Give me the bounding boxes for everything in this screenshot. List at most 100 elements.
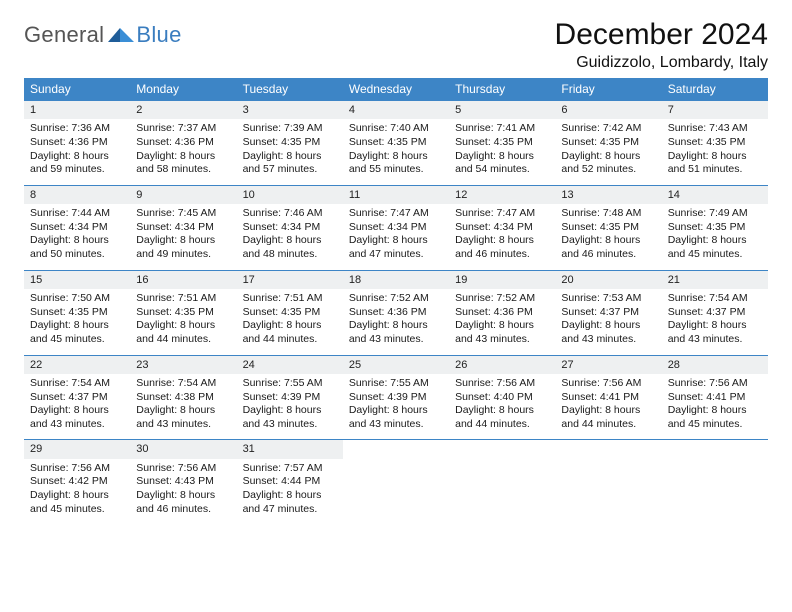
calendar-day-cell: 1Sunrise: 7:36 AMSunset: 4:36 PMDaylight… xyxy=(24,101,130,186)
day-number: 18 xyxy=(343,271,449,289)
sunset-line: Sunset: 4:41 PM xyxy=(668,391,762,405)
weekday-header: Friday xyxy=(555,78,661,101)
daylight-line: Daylight: 8 hours and 44 minutes. xyxy=(455,404,549,431)
day-details: Sunrise: 7:37 AMSunset: 4:36 PMDaylight:… xyxy=(130,119,236,185)
daylight-line: Daylight: 8 hours and 50 minutes. xyxy=(30,234,124,261)
calendar-week-row: 29Sunrise: 7:56 AMSunset: 4:42 PMDayligh… xyxy=(24,440,768,524)
weekday-header: Tuesday xyxy=(237,78,343,101)
daylight-line: Daylight: 8 hours and 44 minutes. xyxy=(561,404,655,431)
day-details: Sunrise: 7:47 AMSunset: 4:34 PMDaylight:… xyxy=(343,204,449,270)
calendar-table: Sunday Monday Tuesday Wednesday Thursday… xyxy=(24,78,768,524)
calendar-day-cell: 31Sunrise: 7:57 AMSunset: 4:44 PMDayligh… xyxy=(237,440,343,524)
daylight-line: Daylight: 8 hours and 43 minutes. xyxy=(455,319,549,346)
calendar-day-cell: 5Sunrise: 7:41 AMSunset: 4:35 PMDaylight… xyxy=(449,101,555,186)
day-details: Sunrise: 7:56 AMSunset: 4:40 PMDaylight:… xyxy=(449,374,555,440)
day-number: 29 xyxy=(24,440,130,458)
day-details: Sunrise: 7:54 AMSunset: 4:37 PMDaylight:… xyxy=(24,374,130,440)
calendar-day-cell: 20Sunrise: 7:53 AMSunset: 4:37 PMDayligh… xyxy=(555,270,661,355)
daylight-line: Daylight: 8 hours and 55 minutes. xyxy=(349,150,443,177)
daylight-line: Daylight: 8 hours and 45 minutes. xyxy=(30,319,124,346)
day-details: Sunrise: 7:55 AMSunset: 4:39 PMDaylight:… xyxy=(343,374,449,440)
location-text: Guidizzolo, Lombardy, Italy xyxy=(555,54,768,72)
sunrise-line: Sunrise: 7:55 AM xyxy=(243,377,337,391)
day-details: Sunrise: 7:47 AMSunset: 4:34 PMDaylight:… xyxy=(449,204,555,270)
sunset-line: Sunset: 4:39 PM xyxy=(349,391,443,405)
sunrise-line: Sunrise: 7:37 AM xyxy=(136,122,230,136)
daylight-line: Daylight: 8 hours and 51 minutes. xyxy=(668,150,762,177)
day-number: 4 xyxy=(343,101,449,119)
day-number: 14 xyxy=(662,186,768,204)
daylight-line: Daylight: 8 hours and 43 minutes. xyxy=(561,319,655,346)
day-details: Sunrise: 7:56 AMSunset: 4:43 PMDaylight:… xyxy=(130,459,236,525)
day-number: 23 xyxy=(130,356,236,374)
sunset-line: Sunset: 4:35 PM xyxy=(349,136,443,150)
calendar-day-cell: 2Sunrise: 7:37 AMSunset: 4:36 PMDaylight… xyxy=(130,101,236,186)
weekday-header: Sunday xyxy=(24,78,130,101)
sunrise-line: Sunrise: 7:55 AM xyxy=(349,377,443,391)
calendar-day-cell: 8Sunrise: 7:44 AMSunset: 4:34 PMDaylight… xyxy=(24,185,130,270)
daylight-line: Daylight: 8 hours and 59 minutes. xyxy=(30,150,124,177)
sunset-line: Sunset: 4:36 PM xyxy=(349,306,443,320)
calendar-day-cell: 18Sunrise: 7:52 AMSunset: 4:36 PMDayligh… xyxy=(343,270,449,355)
calendar-day-cell: 19Sunrise: 7:52 AMSunset: 4:36 PMDayligh… xyxy=(449,270,555,355)
sunrise-line: Sunrise: 7:42 AM xyxy=(561,122,655,136)
calendar-day-cell: 26Sunrise: 7:56 AMSunset: 4:40 PMDayligh… xyxy=(449,355,555,440)
day-details: Sunrise: 7:56 AMSunset: 4:41 PMDaylight:… xyxy=(662,374,768,440)
sunset-line: Sunset: 4:37 PM xyxy=(561,306,655,320)
day-number: 19 xyxy=(449,271,555,289)
calendar-day-cell: 24Sunrise: 7:55 AMSunset: 4:39 PMDayligh… xyxy=(237,355,343,440)
day-details: Sunrise: 7:56 AMSunset: 4:41 PMDaylight:… xyxy=(555,374,661,440)
day-number: 9 xyxy=(130,186,236,204)
sunrise-line: Sunrise: 7:47 AM xyxy=(455,207,549,221)
daylight-line: Daylight: 8 hours and 58 minutes. xyxy=(136,150,230,177)
logo-text-general: General xyxy=(24,22,104,48)
daylight-line: Daylight: 8 hours and 49 minutes. xyxy=(136,234,230,261)
sunrise-line: Sunrise: 7:36 AM xyxy=(30,122,124,136)
day-details: Sunrise: 7:57 AMSunset: 4:44 PMDaylight:… xyxy=(237,459,343,525)
daylight-line: Daylight: 8 hours and 43 minutes. xyxy=(136,404,230,431)
day-number: 17 xyxy=(237,271,343,289)
day-details: Sunrise: 7:53 AMSunset: 4:37 PMDaylight:… xyxy=(555,289,661,355)
sunset-line: Sunset: 4:41 PM xyxy=(561,391,655,405)
day-details: Sunrise: 7:55 AMSunset: 4:39 PMDaylight:… xyxy=(237,374,343,440)
daylight-line: Daylight: 8 hours and 48 minutes. xyxy=(243,234,337,261)
calendar-day-cell: 21Sunrise: 7:54 AMSunset: 4:37 PMDayligh… xyxy=(662,270,768,355)
daylight-line: Daylight: 8 hours and 45 minutes. xyxy=(668,234,762,261)
weekday-header: Saturday xyxy=(662,78,768,101)
daylight-line: Daylight: 8 hours and 43 minutes. xyxy=(349,319,443,346)
daylight-line: Daylight: 8 hours and 46 minutes. xyxy=(561,234,655,261)
day-number: 27 xyxy=(555,356,661,374)
day-details: Sunrise: 7:46 AMSunset: 4:34 PMDaylight:… xyxy=(237,204,343,270)
sunset-line: Sunset: 4:34 PM xyxy=(136,221,230,235)
sunset-line: Sunset: 4:38 PM xyxy=(136,391,230,405)
calendar-week-row: 1Sunrise: 7:36 AMSunset: 4:36 PMDaylight… xyxy=(24,101,768,186)
day-details: Sunrise: 7:36 AMSunset: 4:36 PMDaylight:… xyxy=(24,119,130,185)
page-title: December 2024 xyxy=(555,18,768,52)
sunset-line: Sunset: 4:35 PM xyxy=(561,221,655,235)
sunset-line: Sunset: 4:42 PM xyxy=(30,475,124,489)
day-number: 16 xyxy=(130,271,236,289)
calendar-day-cell: 23Sunrise: 7:54 AMSunset: 4:38 PMDayligh… xyxy=(130,355,236,440)
sunrise-line: Sunrise: 7:48 AM xyxy=(561,207,655,221)
daylight-line: Daylight: 8 hours and 44 minutes. xyxy=(243,319,337,346)
sunrise-line: Sunrise: 7:54 AM xyxy=(668,292,762,306)
day-details: Sunrise: 7:44 AMSunset: 4:34 PMDaylight:… xyxy=(24,204,130,270)
calendar-day-cell: 11Sunrise: 7:47 AMSunset: 4:34 PMDayligh… xyxy=(343,185,449,270)
day-number: 31 xyxy=(237,440,343,458)
daylight-line: Daylight: 8 hours and 43 minutes. xyxy=(30,404,124,431)
logo-text-blue: Blue xyxy=(136,22,181,48)
sunrise-line: Sunrise: 7:44 AM xyxy=(30,207,124,221)
calendar-week-row: 15Sunrise: 7:50 AMSunset: 4:35 PMDayligh… xyxy=(24,270,768,355)
day-details: Sunrise: 7:54 AMSunset: 4:37 PMDaylight:… xyxy=(662,289,768,355)
sunrise-line: Sunrise: 7:50 AM xyxy=(30,292,124,306)
sunrise-line: Sunrise: 7:41 AM xyxy=(455,122,549,136)
day-number: 11 xyxy=(343,186,449,204)
day-details: Sunrise: 7:51 AMSunset: 4:35 PMDaylight:… xyxy=(237,289,343,355)
sunset-line: Sunset: 4:35 PM xyxy=(561,136,655,150)
daylight-line: Daylight: 8 hours and 45 minutes. xyxy=(668,404,762,431)
sunset-line: Sunset: 4:40 PM xyxy=(455,391,549,405)
day-number: 30 xyxy=(130,440,236,458)
day-details: Sunrise: 7:41 AMSunset: 4:35 PMDaylight:… xyxy=(449,119,555,185)
sunrise-line: Sunrise: 7:56 AM xyxy=(561,377,655,391)
daylight-line: Daylight: 8 hours and 43 minutes. xyxy=(243,404,337,431)
